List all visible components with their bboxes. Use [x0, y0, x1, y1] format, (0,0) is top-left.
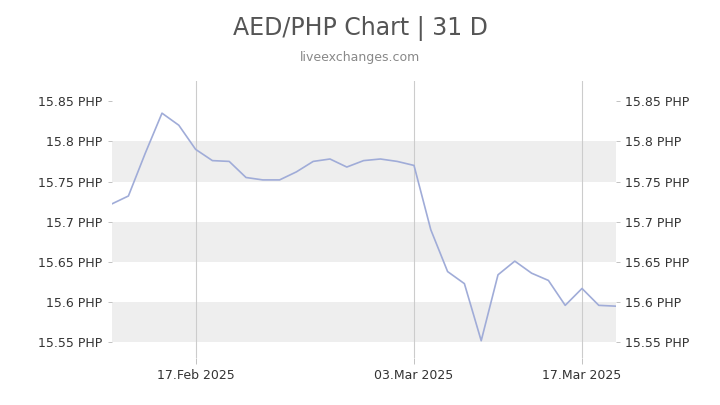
Text: liveexchanges.com: liveexchanges.com	[300, 51, 420, 64]
Text: AED/PHP Chart | 31 D: AED/PHP Chart | 31 D	[233, 16, 487, 41]
Bar	[112, 302, 616, 342]
Bar	[112, 141, 616, 181]
Bar	[112, 222, 616, 262]
